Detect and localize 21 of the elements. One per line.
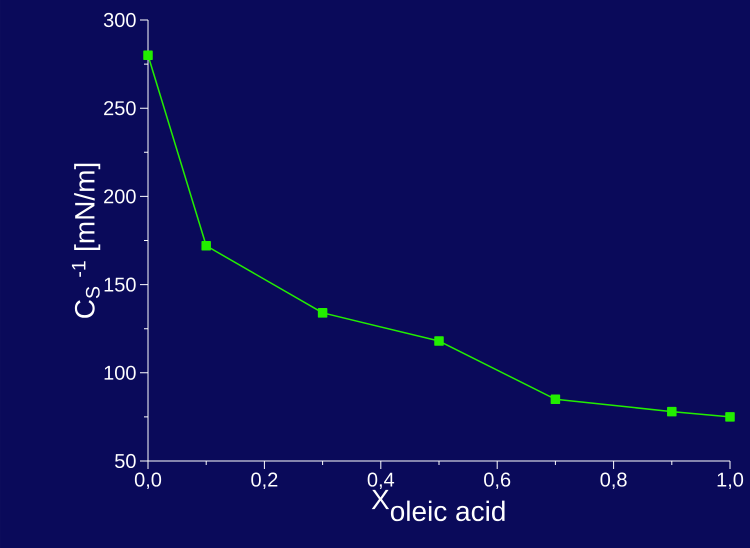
point [667, 406, 677, 416]
x-tick-label: 0,6 [484, 472, 510, 490]
point [201, 241, 211, 251]
point [143, 50, 153, 60]
y-tick-label: 100 [104, 366, 136, 380]
x-tick-label: 1,0 [718, 472, 744, 490]
y-tick-label: 250 [104, 101, 136, 116]
x-tick-label: 0,8 [600, 472, 627, 490]
y-axis-title: C$_{S}$ $^{-1}$ [mN/m] [72, 164, 100, 318]
y-tick-label: 200 [104, 189, 136, 204]
x-tick-label: 0,4 [368, 472, 394, 490]
point [318, 308, 328, 318]
point [725, 412, 735, 422]
x-tick-label: 0,0 [134, 472, 162, 490]
y-tick-label: 150 [104, 278, 136, 292]
y-tick-label: 300 [104, 12, 136, 28]
point [434, 336, 444, 346]
x-tick-label: 0,2 [251, 472, 278, 490]
x-axis-title: $\mbox{X}_{\mbox{oleic acid}}$ [372, 490, 505, 522]
point [550, 394, 560, 404]
y-tick-label: 50 [115, 454, 136, 468]
